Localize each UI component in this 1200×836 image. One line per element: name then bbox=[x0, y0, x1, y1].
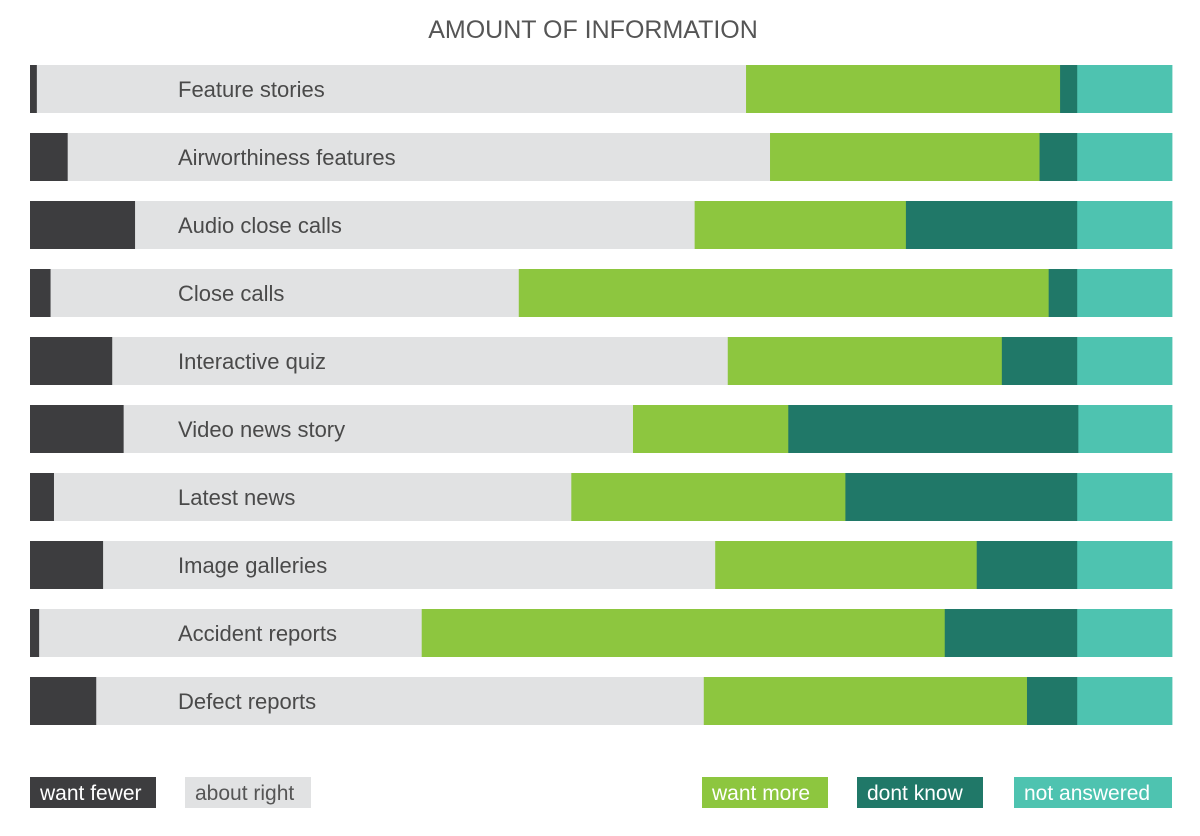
bar-segment-not-answered-accident-reports bbox=[1077, 609, 1173, 657]
category-label: Latest news bbox=[178, 485, 295, 510]
bar-segment-about-right-interactive-quiz bbox=[112, 337, 729, 385]
legend-label: want more bbox=[711, 782, 810, 805]
bar-segment-dont-know-airworthiness-features bbox=[1039, 133, 1078, 181]
legend-label: dont know bbox=[867, 782, 964, 805]
bar-segment-want-fewer-close-calls bbox=[30, 269, 51, 317]
bar-segment-want-fewer-accident-reports bbox=[30, 609, 40, 657]
bar-segment-want-fewer-latest-news bbox=[30, 473, 55, 521]
bar-segment-dont-know-defect-reports bbox=[1026, 677, 1078, 725]
bar-segment-want-fewer-audio-close-calls bbox=[30, 201, 136, 249]
bar-row-video-news-story: Video news story bbox=[30, 405, 1173, 453]
category-label: Defect reports bbox=[178, 689, 316, 714]
category-label: Accident reports bbox=[178, 621, 337, 646]
legend-item-want-more: want more bbox=[702, 777, 828, 808]
legend: want fewer about right want more dont know n… bbox=[30, 777, 1172, 808]
bar-segment-not-answered-image-galleries bbox=[1077, 541, 1173, 589]
bars-group: Feature stories Airworthiness features Aud… bbox=[30, 65, 1173, 725]
legend-label: not answered bbox=[1024, 782, 1150, 805]
bar-segment-not-answered-latest-news bbox=[1077, 473, 1173, 521]
legend-swatch bbox=[30, 777, 156, 808]
bar-segment-want-fewer-feature-stories bbox=[30, 65, 38, 113]
category-label: Audio close calls bbox=[178, 213, 342, 238]
category-label: Interactive quiz bbox=[178, 349, 326, 374]
bar-row-airworthiness-features: Airworthiness features bbox=[30, 133, 1173, 181]
bar-segment-dont-know-accident-reports bbox=[944, 609, 1078, 657]
bar-segment-not-answered-defect-reports bbox=[1077, 677, 1173, 725]
bar-segment-dont-know-audio-close-calls bbox=[905, 201, 1078, 249]
bar-segment-about-right-audio-close-calls bbox=[135, 201, 696, 249]
bar-segment-want-more-accident-reports bbox=[421, 609, 946, 657]
bar-row-interactive-quiz: Interactive quiz bbox=[30, 337, 1173, 385]
legend-swatch bbox=[857, 777, 983, 808]
category-label: Feature stories bbox=[178, 77, 325, 102]
bar-row-accident-reports: Accident reports bbox=[30, 609, 1173, 657]
bar-segment-not-answered-video-news-story bbox=[1078, 405, 1173, 453]
category-label: Close calls bbox=[178, 281, 284, 306]
bar-segment-want-fewer-image-galleries bbox=[30, 541, 104, 589]
bar-segment-dont-know-image-galleries bbox=[976, 541, 1078, 589]
bar-segment-want-more-defect-reports bbox=[703, 677, 1028, 725]
bar-row-defect-reports: Defect reports bbox=[30, 677, 1173, 725]
bar-segment-not-answered-airworthiness-features bbox=[1077, 133, 1173, 181]
bar-segment-want-fewer-airworthiness-features bbox=[30, 133, 69, 181]
bar-segment-not-answered-audio-close-calls bbox=[1077, 201, 1173, 249]
bar-segment-want-more-audio-close-calls bbox=[694, 201, 907, 249]
bar-segment-about-right-video-news-story bbox=[123, 405, 634, 453]
category-label: Image galleries bbox=[178, 553, 327, 578]
bar-segment-want-more-latest-news bbox=[571, 473, 846, 521]
legend-item-about-right: about right bbox=[185, 777, 311, 808]
bar-segment-want-fewer-defect-reports bbox=[30, 677, 97, 725]
bar-segment-want-more-interactive-quiz bbox=[727, 337, 1003, 385]
bar-segment-want-fewer-interactive-quiz bbox=[30, 337, 113, 385]
legend-label: about right bbox=[195, 782, 294, 805]
category-label: Airworthiness features bbox=[178, 145, 396, 170]
bar-segment-about-right-accident-reports bbox=[39, 609, 423, 657]
bar-row-latest-news: Latest news bbox=[30, 473, 1173, 521]
legend-item-want-fewer: want fewer bbox=[30, 777, 156, 808]
bar-segment-want-fewer-video-news-story bbox=[30, 405, 125, 453]
category-label: Video news story bbox=[178, 417, 345, 442]
legend-item-dont-know: dont know bbox=[857, 777, 983, 808]
chart-title: AMOUNT OF INFORMATION bbox=[428, 16, 758, 44]
bar-segment-about-right-feature-stories bbox=[36, 65, 747, 113]
bar-segment-not-answered-feature-stories bbox=[1077, 65, 1173, 113]
bar-row-feature-stories: Feature stories bbox=[30, 65, 1173, 113]
legend-label: want fewer bbox=[39, 782, 142, 805]
bar-segment-about-right-close-calls bbox=[50, 269, 520, 317]
bar-row-audio-close-calls: Audio close calls bbox=[30, 201, 1173, 249]
bar-segment-dont-know-video-news-story bbox=[788, 405, 1079, 453]
legend-swatch bbox=[1014, 777, 1172, 808]
bar-segment-want-more-video-news-story bbox=[632, 405, 789, 453]
bar-row-image-galleries: Image galleries bbox=[30, 541, 1173, 589]
bar-row-close-calls: Close calls bbox=[30, 269, 1173, 317]
bar-segment-not-answered-close-calls bbox=[1077, 269, 1173, 317]
legend-swatch bbox=[185, 777, 311, 808]
bar-segment-about-right-airworthiness-features bbox=[67, 133, 771, 181]
bar-segment-dont-know-latest-news bbox=[845, 473, 1078, 521]
bar-segment-dont-know-feature-stories bbox=[1060, 65, 1078, 113]
legend-swatch bbox=[702, 777, 828, 808]
bar-segment-want-more-airworthiness-features bbox=[770, 133, 1040, 181]
bar-segment-about-right-latest-news bbox=[53, 473, 572, 521]
legend-item-not-answered: not answered bbox=[1014, 777, 1172, 808]
bar-segment-dont-know-close-calls bbox=[1048, 269, 1078, 317]
bar-segment-about-right-image-galleries bbox=[103, 541, 716, 589]
bar-segment-about-right-defect-reports bbox=[96, 677, 705, 725]
bar-segment-dont-know-interactive-quiz bbox=[1001, 337, 1078, 385]
bar-segment-want-more-close-calls bbox=[518, 269, 1050, 317]
bar-segment-not-answered-interactive-quiz bbox=[1077, 337, 1173, 385]
bar-segment-want-more-feature-stories bbox=[746, 65, 1061, 113]
bar-segment-want-more-image-galleries bbox=[715, 541, 978, 589]
